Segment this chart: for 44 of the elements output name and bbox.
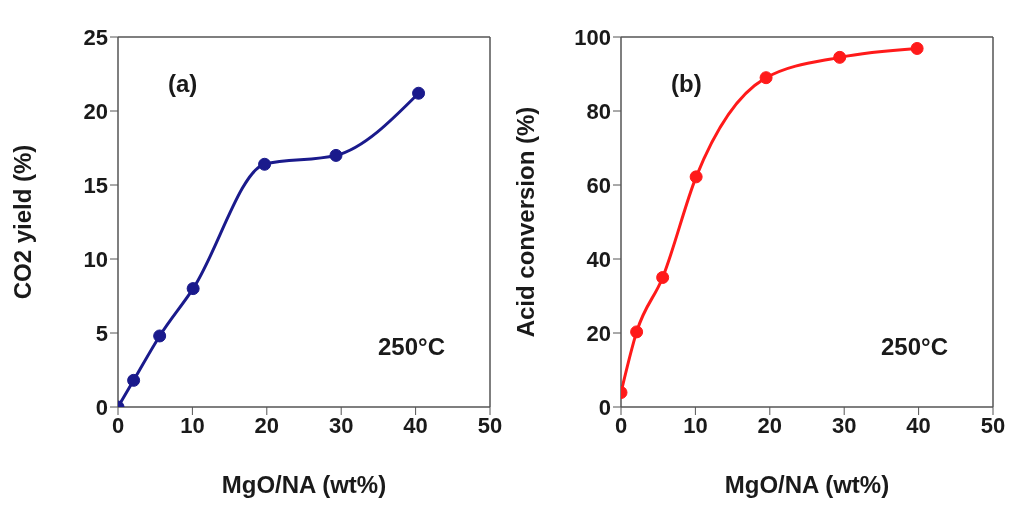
point	[689, 170, 703, 184]
y-tick-label: 5	[95, 320, 108, 346]
y-tick-label: 25	[83, 24, 108, 50]
y-tick-label: 0	[95, 394, 108, 420]
point	[258, 157, 272, 171]
y-tick-label: 100	[574, 24, 611, 50]
x-tick-label: 30	[328, 412, 354, 438]
y-tick-label: 15	[83, 172, 108, 198]
point	[656, 271, 670, 284]
point	[412, 86, 426, 100]
x-tick-label: 0	[614, 412, 628, 438]
point	[153, 329, 167, 343]
y-tick-label: 10	[83, 246, 108, 272]
annotation: 250°C	[881, 333, 948, 360]
x-tick-label: 10	[180, 412, 205, 438]
x-tick-label: 10	[683, 412, 708, 438]
y-tick-label: 20	[83, 98, 108, 124]
point	[833, 50, 847, 64]
x-tick-label: 30	[831, 412, 857, 438]
x-tick-label: 50	[980, 412, 1006, 438]
y-axis-title: Acid conversion (%)	[511, 106, 539, 338]
y-tick-label: 0	[598, 394, 611, 420]
x-axis-title: MgO/NA (wt%)	[724, 471, 890, 498]
x-tick-label: 0	[111, 412, 125, 438]
x-tick-label: 40	[906, 412, 931, 438]
x-tick-label: 40	[403, 412, 428, 438]
x-tick-label: 20	[254, 412, 280, 438]
y-axis-title: CO2 yield (%)	[8, 144, 36, 300]
point	[329, 148, 343, 162]
x-axis-title: MgO/NA (wt%)	[221, 471, 387, 498]
y-tick-label: 20	[586, 320, 611, 346]
annotation: 250°C	[378, 333, 445, 360]
point	[910, 41, 924, 55]
point	[630, 325, 644, 339]
point	[759, 71, 773, 85]
text: (a)	[168, 70, 198, 97]
y-tick-label: 60	[586, 172, 611, 198]
text: (b)	[671, 70, 702, 97]
y-tick-label: 80	[586, 98, 611, 124]
point	[186, 282, 200, 296]
y-tick-label: 40	[586, 246, 611, 272]
x-tick-label: 20	[757, 412, 783, 438]
x-tick-label: 50	[477, 412, 503, 438]
point	[127, 373, 141, 387]
